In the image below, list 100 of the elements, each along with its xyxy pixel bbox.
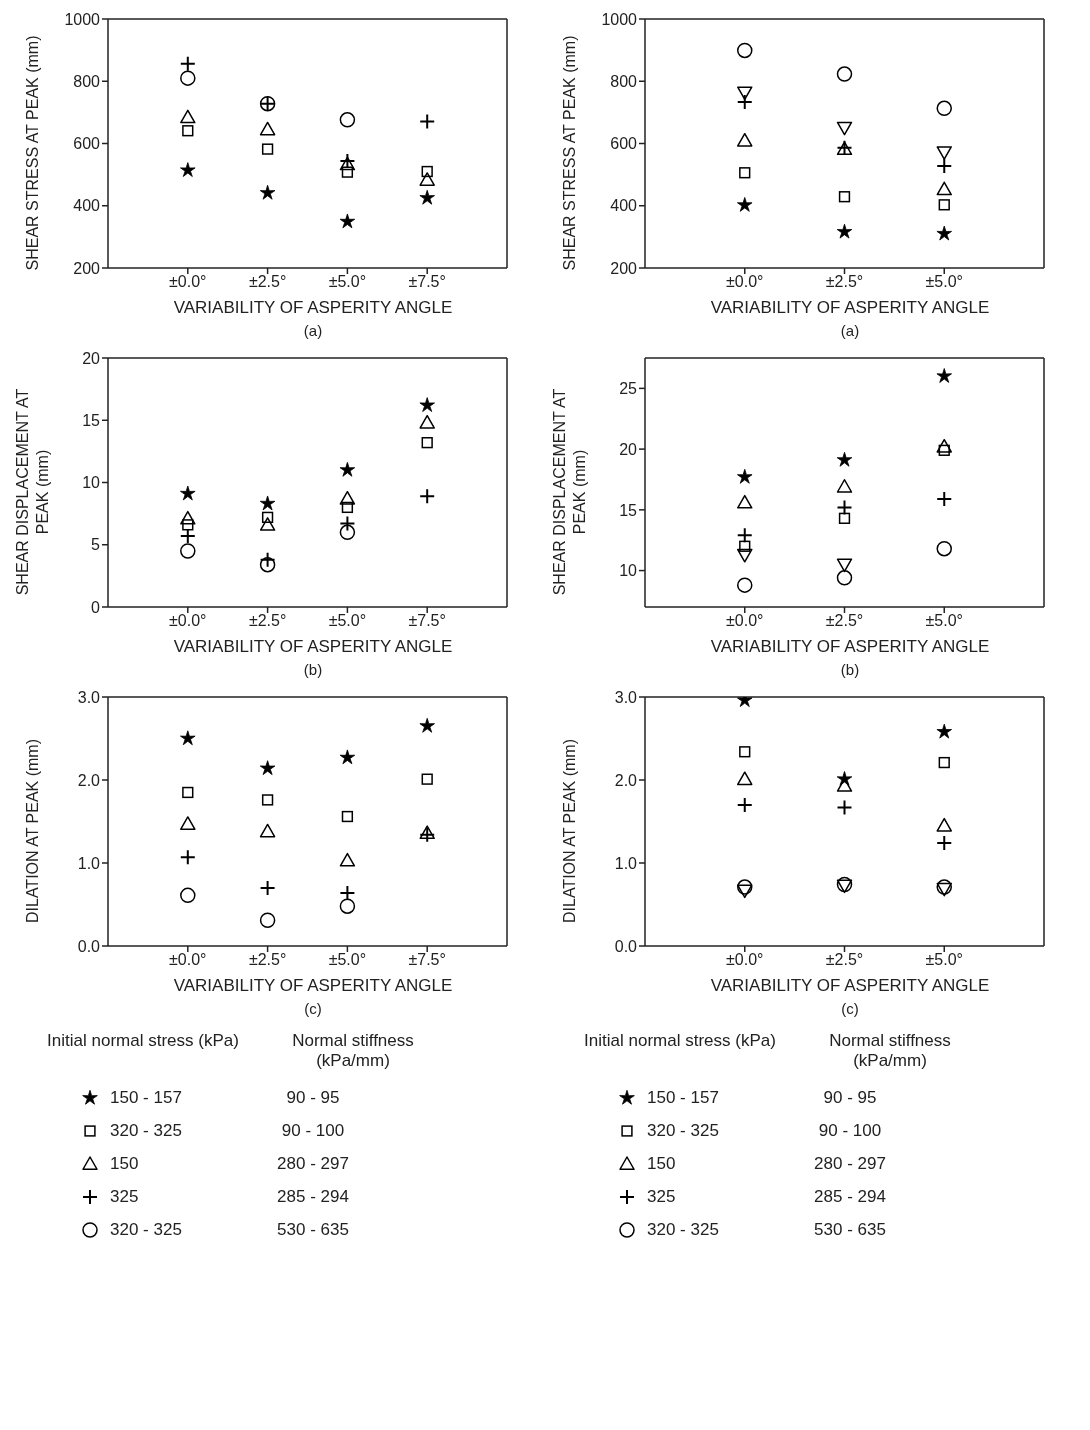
y-axis-title: DILATION AT PEAK (mm) <box>23 738 42 925</box>
point <box>836 223 853 239</box>
point <box>179 55 196 72</box>
x-axis-title: VARIABILITY OF ASPERITY ANGLE <box>172 298 454 318</box>
point <box>836 499 853 516</box>
text: (a) <box>839 322 861 339</box>
y-tick-label: 1000 <box>64 10 101 28</box>
y-tick-label: 3.0 <box>614 688 638 706</box>
point <box>180 162 196 177</box>
point <box>936 100 952 117</box>
point <box>836 451 853 467</box>
point <box>936 368 952 383</box>
point <box>836 121 853 136</box>
point <box>259 184 276 200</box>
y-tick-label: 1.0 <box>614 854 638 872</box>
text: 90 - 100 <box>280 1120 346 1141</box>
point <box>936 490 953 507</box>
text: (b) <box>302 661 324 678</box>
y-tick-label: 800 <box>610 72 638 90</box>
x-tick-label: ±2.5° <box>248 273 287 291</box>
point <box>419 717 435 733</box>
point <box>339 852 356 867</box>
point <box>737 42 753 59</box>
point <box>936 835 953 852</box>
y-axis-title: SHEAR STRESS AT PEAK (mm) <box>23 34 42 273</box>
point <box>737 468 753 484</box>
point <box>259 551 276 568</box>
x-tick-label: ±0.0° <box>169 273 207 291</box>
text: 285 - 294 <box>813 1186 887 1207</box>
point <box>737 548 753 563</box>
legend-title: Initial normal stress (kPa) <box>46 1031 240 1052</box>
x-tick-label: ±2.5° <box>248 951 287 969</box>
y-tick-label: 25 <box>619 380 638 398</box>
point <box>182 786 194 799</box>
x-tick-label: ±5.0° <box>328 612 367 630</box>
point <box>836 479 853 493</box>
y-tick-label: 0.0 <box>77 937 101 955</box>
point <box>836 570 853 586</box>
y-tick-label: 600 <box>73 135 101 153</box>
x-tick-label: ±5.0° <box>925 273 963 291</box>
x-axis-title: VARIABILITY OF ASPERITY ANGLE <box>172 637 454 657</box>
point <box>739 167 751 179</box>
legend-label: 325 <box>110 1186 140 1207</box>
point <box>419 397 435 412</box>
point <box>936 157 953 174</box>
point <box>339 898 356 914</box>
point <box>339 213 356 229</box>
point <box>339 515 356 532</box>
point <box>936 181 952 196</box>
legend-label: 150 - 157 <box>110 1087 183 1108</box>
point <box>339 156 356 171</box>
point <box>180 887 196 904</box>
point <box>180 543 196 559</box>
point <box>736 527 753 544</box>
y-tick-label: 1000 <box>601 10 638 28</box>
point <box>179 849 196 866</box>
y-axis-title: SHEAR DISPLACEMENT AT PEAK (mm) <box>550 387 589 598</box>
point <box>180 510 196 525</box>
point <box>182 519 194 531</box>
text: Normal stiffness (kPa/mm) <box>828 1031 952 1071</box>
point <box>339 461 356 477</box>
point <box>737 494 753 509</box>
point <box>419 189 435 205</box>
y-tick-label: 5 <box>91 536 101 554</box>
legend-title: Initial normal stress (kPa) <box>583 1031 777 1052</box>
point <box>419 113 436 130</box>
y-tick-label: 400 <box>610 197 638 215</box>
x-tick-label: ±7.5° <box>408 612 446 630</box>
x-tick-label: ±7.5° <box>408 273 446 291</box>
y-tick-label: 0 <box>91 598 101 616</box>
y-tick-label: 15 <box>82 411 101 429</box>
point <box>261 794 274 806</box>
y-tick-label: 0.0 <box>614 937 638 955</box>
text: 90 - 100 <box>817 1120 883 1141</box>
x-tick-label: ±0.0° <box>726 612 764 630</box>
legend-label: 325 <box>647 1186 677 1207</box>
point <box>936 225 952 241</box>
point <box>836 799 853 816</box>
point <box>419 172 435 186</box>
legend-label: 320 - 325 <box>110 1120 183 1141</box>
point <box>936 540 952 557</box>
point <box>259 121 276 136</box>
point <box>259 912 276 929</box>
point <box>737 884 753 899</box>
y-tick-label: 10 <box>619 562 638 580</box>
y-tick-label: 3.0 <box>77 688 101 706</box>
point <box>739 540 751 552</box>
point <box>936 146 952 160</box>
point <box>182 125 194 137</box>
point <box>180 816 196 830</box>
point <box>938 444 950 456</box>
point <box>737 132 753 147</box>
y-tick-label: 10 <box>82 474 101 492</box>
point <box>838 512 851 524</box>
point <box>341 501 354 514</box>
x-tick-label: ±2.5° <box>825 951 864 969</box>
text: 285 - 294 <box>276 1186 350 1207</box>
point <box>936 817 952 832</box>
x-tick-label: ±5.0° <box>925 951 963 969</box>
text: (c) <box>840 1000 860 1017</box>
